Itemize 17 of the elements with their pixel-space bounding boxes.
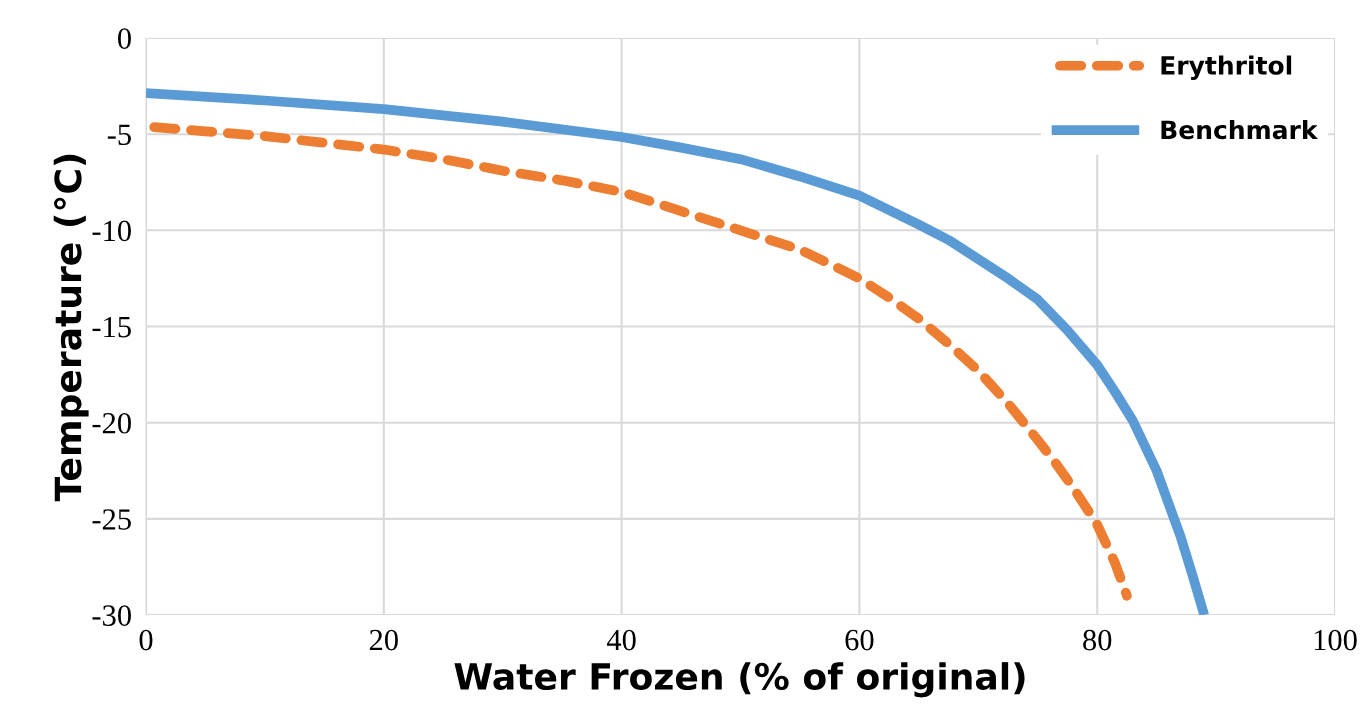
- x-tick-label: 0: [139, 629, 153, 651]
- x-tick-label: 80: [1083, 629, 1112, 651]
- y-tick-label: -10: [92, 220, 131, 242]
- y-tick-label: -15: [92, 316, 131, 338]
- legend-label: Erythritol: [1161, 55, 1292, 80]
- y-tick-label: -20: [92, 412, 131, 434]
- legend-label: Benchmark: [1161, 119, 1318, 140]
- y-tick-label: 0: [118, 28, 131, 49]
- y-tick-label: -30: [92, 605, 131, 626]
- x-tick-label: 60: [845, 629, 874, 651]
- x-tick-label: 20: [369, 629, 398, 651]
- x-axis-title: Water Frozen (% of original): [454, 662, 1025, 698]
- x-tick-label: 40: [606, 629, 636, 651]
- y-tick-label: -25: [92, 509, 131, 530]
- x-tick-label: 100: [1314, 629, 1357, 651]
- y-tick-label: -5: [107, 124, 131, 146]
- y-axis-title: Temperature (°C): [53, 154, 89, 502]
